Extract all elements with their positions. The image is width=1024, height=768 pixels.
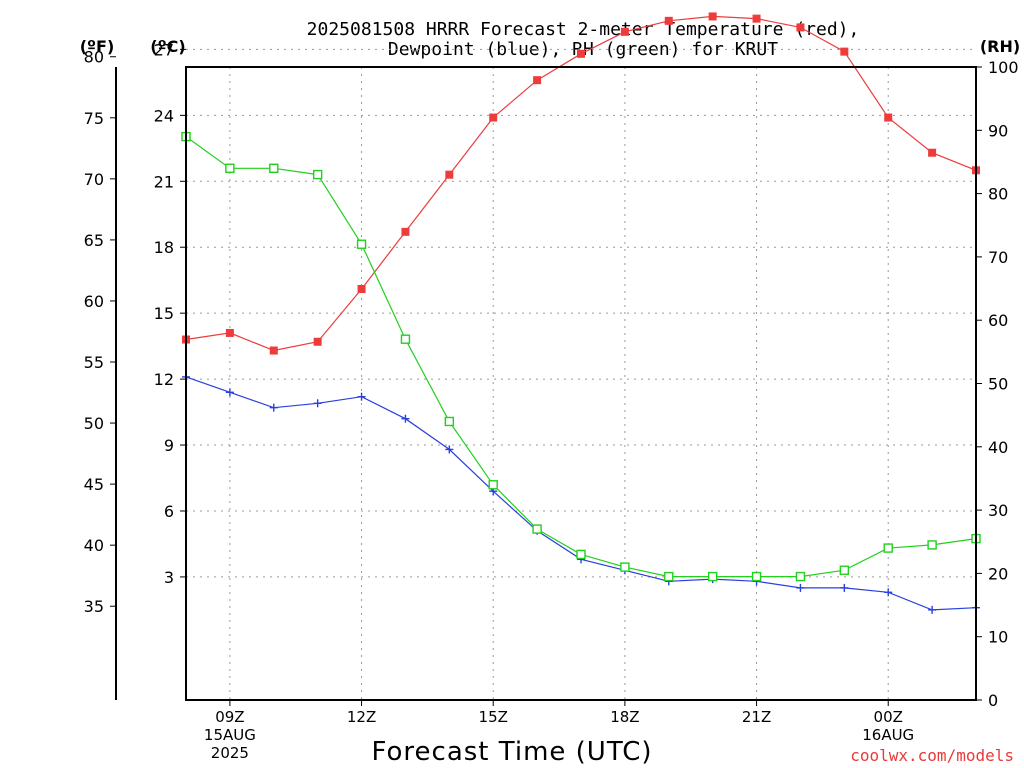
rh-data-point: [312, 169, 323, 180]
x-tick-label: 21Z: [742, 708, 771, 726]
rh-unit-label: (RH): [980, 37, 1020, 56]
rh-data-point: [751, 571, 762, 582]
grid-lines: [186, 48, 976, 700]
rh-data-point: [839, 565, 850, 575]
dewpoint-data-point: [269, 403, 278, 412]
celsius-tick-label: 6: [164, 502, 174, 521]
plot-frame: [185, 66, 977, 701]
rh-data-point: [576, 549, 586, 560]
rh-tick-label: 50: [988, 375, 1008, 394]
rh-data-point: [532, 524, 542, 534]
celsius-tick-label: 27: [154, 40, 174, 59]
dewpoint-data-point: [928, 605, 937, 614]
celsius-tick-label: 18: [154, 238, 174, 257]
rh-data-point: [620, 562, 630, 572]
rh-series-line: [185, 136, 977, 578]
chart-title-line2: Dewpoint (blue), RH (green) for KRUT: [388, 39, 778, 60]
temperature-data-point: [884, 113, 893, 122]
celsius-tick-label: 15: [154, 304, 174, 323]
fahrenheit-tick-label: 35: [84, 597, 104, 616]
rh-tick-label: 20: [988, 564, 1008, 583]
rh-tick-label: 30: [988, 501, 1008, 520]
rh-tick-label: 70: [988, 248, 1008, 267]
temperature-data-point: [489, 113, 498, 122]
celsius-tick-label: 24: [154, 106, 174, 125]
fahrenheit-tick-label: 70: [84, 170, 104, 189]
celsius-tick-label: 12: [154, 370, 174, 389]
rh-tick-label: 0: [988, 691, 998, 710]
temperature-data-point: [225, 328, 234, 337]
x-tick-label: 09Z: [215, 708, 244, 726]
rh-data-point: [269, 163, 279, 173]
dewpoint-data-point: [401, 414, 410, 423]
dewpoint-series-line: [185, 376, 977, 611]
rh-data-point: [707, 571, 718, 582]
temperature-data-point: [533, 76, 542, 85]
rh-tick-label: 60: [988, 311, 1008, 330]
x-tick-label: 15Z: [479, 708, 508, 726]
chart-title-line1: 2025081508 HRRR Forecast 2-meter Tempera…: [307, 19, 860, 40]
rh-data-point: [795, 571, 806, 582]
temperature-data-point: [752, 14, 761, 23]
x-tick-label: 18Z: [610, 708, 639, 726]
rh-data-point: [664, 571, 674, 582]
celsius-unit-label: (ºC): [150, 37, 185, 56]
fahrenheit-tick-label: 80: [84, 48, 104, 67]
temperature-data-point: [313, 337, 322, 346]
celsius-tick-label: 21: [154, 172, 174, 191]
x-tick-label: 12Z: [347, 708, 376, 726]
x-tick-label: 16AUG: [862, 726, 914, 744]
temperature-data-point: [269, 346, 278, 355]
dewpoint-data-point: [884, 588, 893, 597]
rh-tick-label: 90: [988, 121, 1008, 140]
fahrenheit-tick-label: 60: [84, 292, 104, 311]
fahrenheit-tick-label: 50: [84, 414, 104, 433]
celsius-tick-label: 9: [164, 436, 174, 455]
x-tick-label: 2025: [211, 744, 249, 762]
temperature-data-point: [401, 227, 410, 236]
dewpoint-data-point: [840, 583, 849, 592]
rh-data-point: [444, 416, 455, 427]
rh-data-point: [400, 334, 411, 344]
series-group: [181, 12, 981, 614]
temperature-data-point: [708, 12, 717, 21]
dewpoint-data-point: [225, 388, 234, 397]
temperature-data-point: [577, 49, 585, 58]
rh-data-point: [488, 480, 498, 490]
rh-tick-label: 40: [988, 438, 1008, 457]
temperature-data-point: [445, 170, 454, 179]
fahrenheit-tick-label: 65: [84, 231, 104, 250]
fahrenheit-tick-label: 55: [84, 353, 104, 372]
rh-data-point: [225, 163, 235, 173]
temperature-data-point: [357, 284, 366, 293]
temperature-data-point: [620, 27, 629, 36]
celsius-tick-label: 3: [164, 568, 174, 587]
dewpoint-data-point: [796, 583, 805, 592]
rh-tick-label: 80: [988, 185, 1008, 204]
site-credit: coolwx.com/models: [850, 746, 1014, 765]
x-axis-label: Forecast Time (UTC): [371, 737, 652, 767]
dewpoint-data-point: [357, 392, 366, 401]
dewpoint-data-point: [313, 399, 322, 408]
fahrenheit-unit-label: (ºF): [80, 37, 115, 56]
rh-tick-label: 100: [988, 58, 1019, 77]
x-tick-label: 00Z: [874, 708, 903, 726]
fahrenheit-tick-label: 75: [84, 109, 104, 128]
fahrenheit-tick-label: 40: [84, 536, 104, 555]
rh-tick-label: 10: [988, 628, 1008, 647]
rh-data-point: [883, 543, 893, 553]
rh-data-point: [927, 540, 937, 550]
temperature-data-point: [928, 148, 937, 157]
fahrenheit-tick-label: 45: [84, 475, 104, 494]
dewpoint-data-point: [445, 445, 454, 454]
temperature-data-point: [840, 47, 849, 56]
x-tick-label: 15AUG: [204, 726, 256, 744]
rh-data-point: [356, 239, 367, 249]
temperature-data-point: [664, 16, 673, 25]
temperature-data-point: [796, 23, 805, 32]
